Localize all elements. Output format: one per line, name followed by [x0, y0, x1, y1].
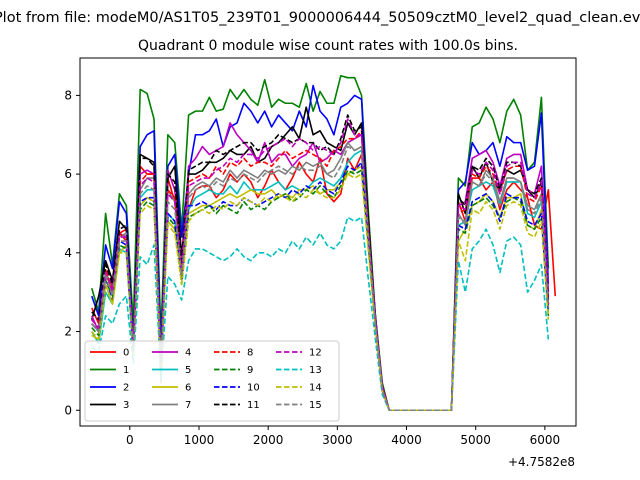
series-line-14	[91, 173, 550, 412]
y-tick-label: 0	[64, 403, 72, 417]
legend-label-15: 15	[309, 400, 322, 411]
legend-label-6: 6	[185, 383, 191, 394]
x-tick-label: 3000	[322, 433, 353, 447]
legend-label-4: 4	[185, 348, 191, 359]
legend-label-12: 12	[309, 348, 322, 359]
chart-title: Quadrant 0 module wise count rates with …	[138, 38, 518, 54]
x-tick-label: 1000	[184, 433, 215, 447]
x-tick-label: 4000	[391, 433, 422, 447]
legend-label-2: 2	[123, 383, 129, 394]
series-line-1	[90, 74, 550, 412]
legend-label-3: 3	[123, 400, 129, 411]
x-tick-label: 5000	[460, 433, 491, 447]
legend-label-7: 7	[185, 400, 191, 411]
series-line-12	[91, 118, 550, 412]
series-group	[90, 74, 557, 412]
legend-label-13: 13	[309, 365, 322, 376]
y-tick-label: 8	[64, 88, 72, 102]
y-tick-label: 4	[64, 246, 72, 260]
series-line-10	[91, 161, 550, 412]
legend-label-1: 1	[123, 365, 129, 376]
axes-frame	[79, 57, 577, 427]
series-line-13	[91, 216, 550, 412]
x-tick-label: 2000	[253, 433, 284, 447]
series-line-11	[91, 114, 550, 412]
legend-label-0: 0	[123, 348, 129, 359]
chart-suptitle: Plot from file: modeM0/AS1T05_239T01_900…	[0, 10, 640, 26]
legend-label-11: 11	[247, 400, 260, 411]
x-axis: 0 1000 2000 3000 4000 5000 6000	[126, 426, 560, 447]
x-offset-label: +4.7582e8	[508, 455, 575, 469]
series-line-15	[91, 145, 550, 412]
series-line-2	[91, 84, 550, 412]
legend-label-9: 9	[247, 365, 253, 376]
legend-frame	[84, 340, 340, 422]
y-tick-label: 2	[64, 325, 72, 339]
legend-label-5: 5	[185, 365, 191, 376]
x-tick-label: 6000	[530, 433, 561, 447]
legend-label-8: 8	[247, 348, 253, 359]
y-axis: 0 2 4 6 8	[64, 88, 80, 417]
legend-label-10: 10	[247, 383, 260, 394]
x-tick-label: 0	[126, 433, 134, 447]
y-tick-label: 6	[64, 167, 72, 181]
legend-label-14: 14	[309, 383, 322, 394]
series-line-0	[91, 153, 557, 412]
